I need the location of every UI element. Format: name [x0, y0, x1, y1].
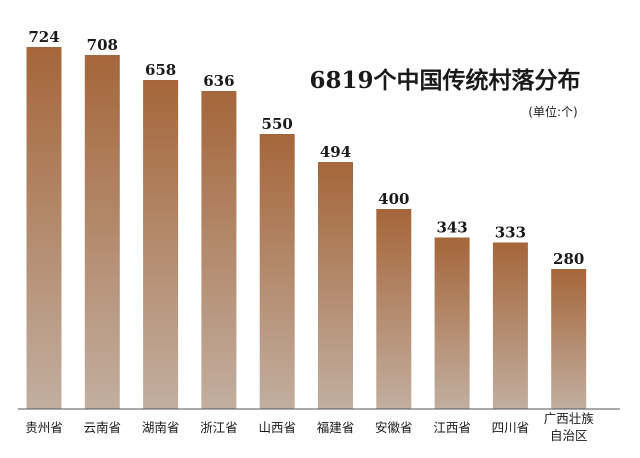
value-label-1: 708	[87, 36, 118, 54]
bar-9	[551, 269, 587, 409]
value-label-2: 658	[145, 61, 176, 79]
bar-8	[492, 242, 528, 409]
bars-group	[26, 47, 587, 409]
bar-5	[318, 162, 353, 409]
bar-1	[84, 55, 120, 409]
category-label-2: 湖南省	[142, 420, 180, 435]
bar-0	[26, 47, 62, 409]
category-label-5: 福建省	[317, 420, 355, 435]
bar-3	[201, 91, 237, 409]
category-label-1: 云南省	[84, 420, 122, 435]
category-label-9: 广西壮族自治区	[544, 411, 595, 443]
value-label-4: 550	[262, 115, 293, 133]
value-label-5: 494	[320, 143, 351, 161]
category-label-4: 山西省	[258, 420, 296, 435]
category-label-8: 四川省	[492, 420, 530, 435]
category-label-6: 安徽省	[375, 420, 413, 435]
value-label-8: 333	[495, 224, 526, 242]
bar-7	[434, 237, 470, 409]
chart-title: 6819个中国传统村落分布	[309, 67, 580, 94]
bar-4	[259, 134, 295, 409]
bar-6	[376, 209, 412, 409]
category-label-3: 浙江省	[200, 420, 238, 435]
unit-label: (单位:个)	[528, 104, 577, 119]
value-label-0: 724	[28, 28, 59, 46]
value-labels-group: 724 708 658 636 550 494 400 343 333 280	[28, 28, 584, 268]
value-label-9: 280	[553, 250, 584, 268]
category-label-0: 贵州省	[25, 420, 63, 435]
value-label-3: 636	[203, 72, 234, 90]
value-label-6: 400	[378, 190, 409, 208]
category-label-7: 江西省	[433, 420, 471, 435]
bar-2	[143, 80, 179, 409]
value-label-7: 343	[436, 219, 467, 237]
